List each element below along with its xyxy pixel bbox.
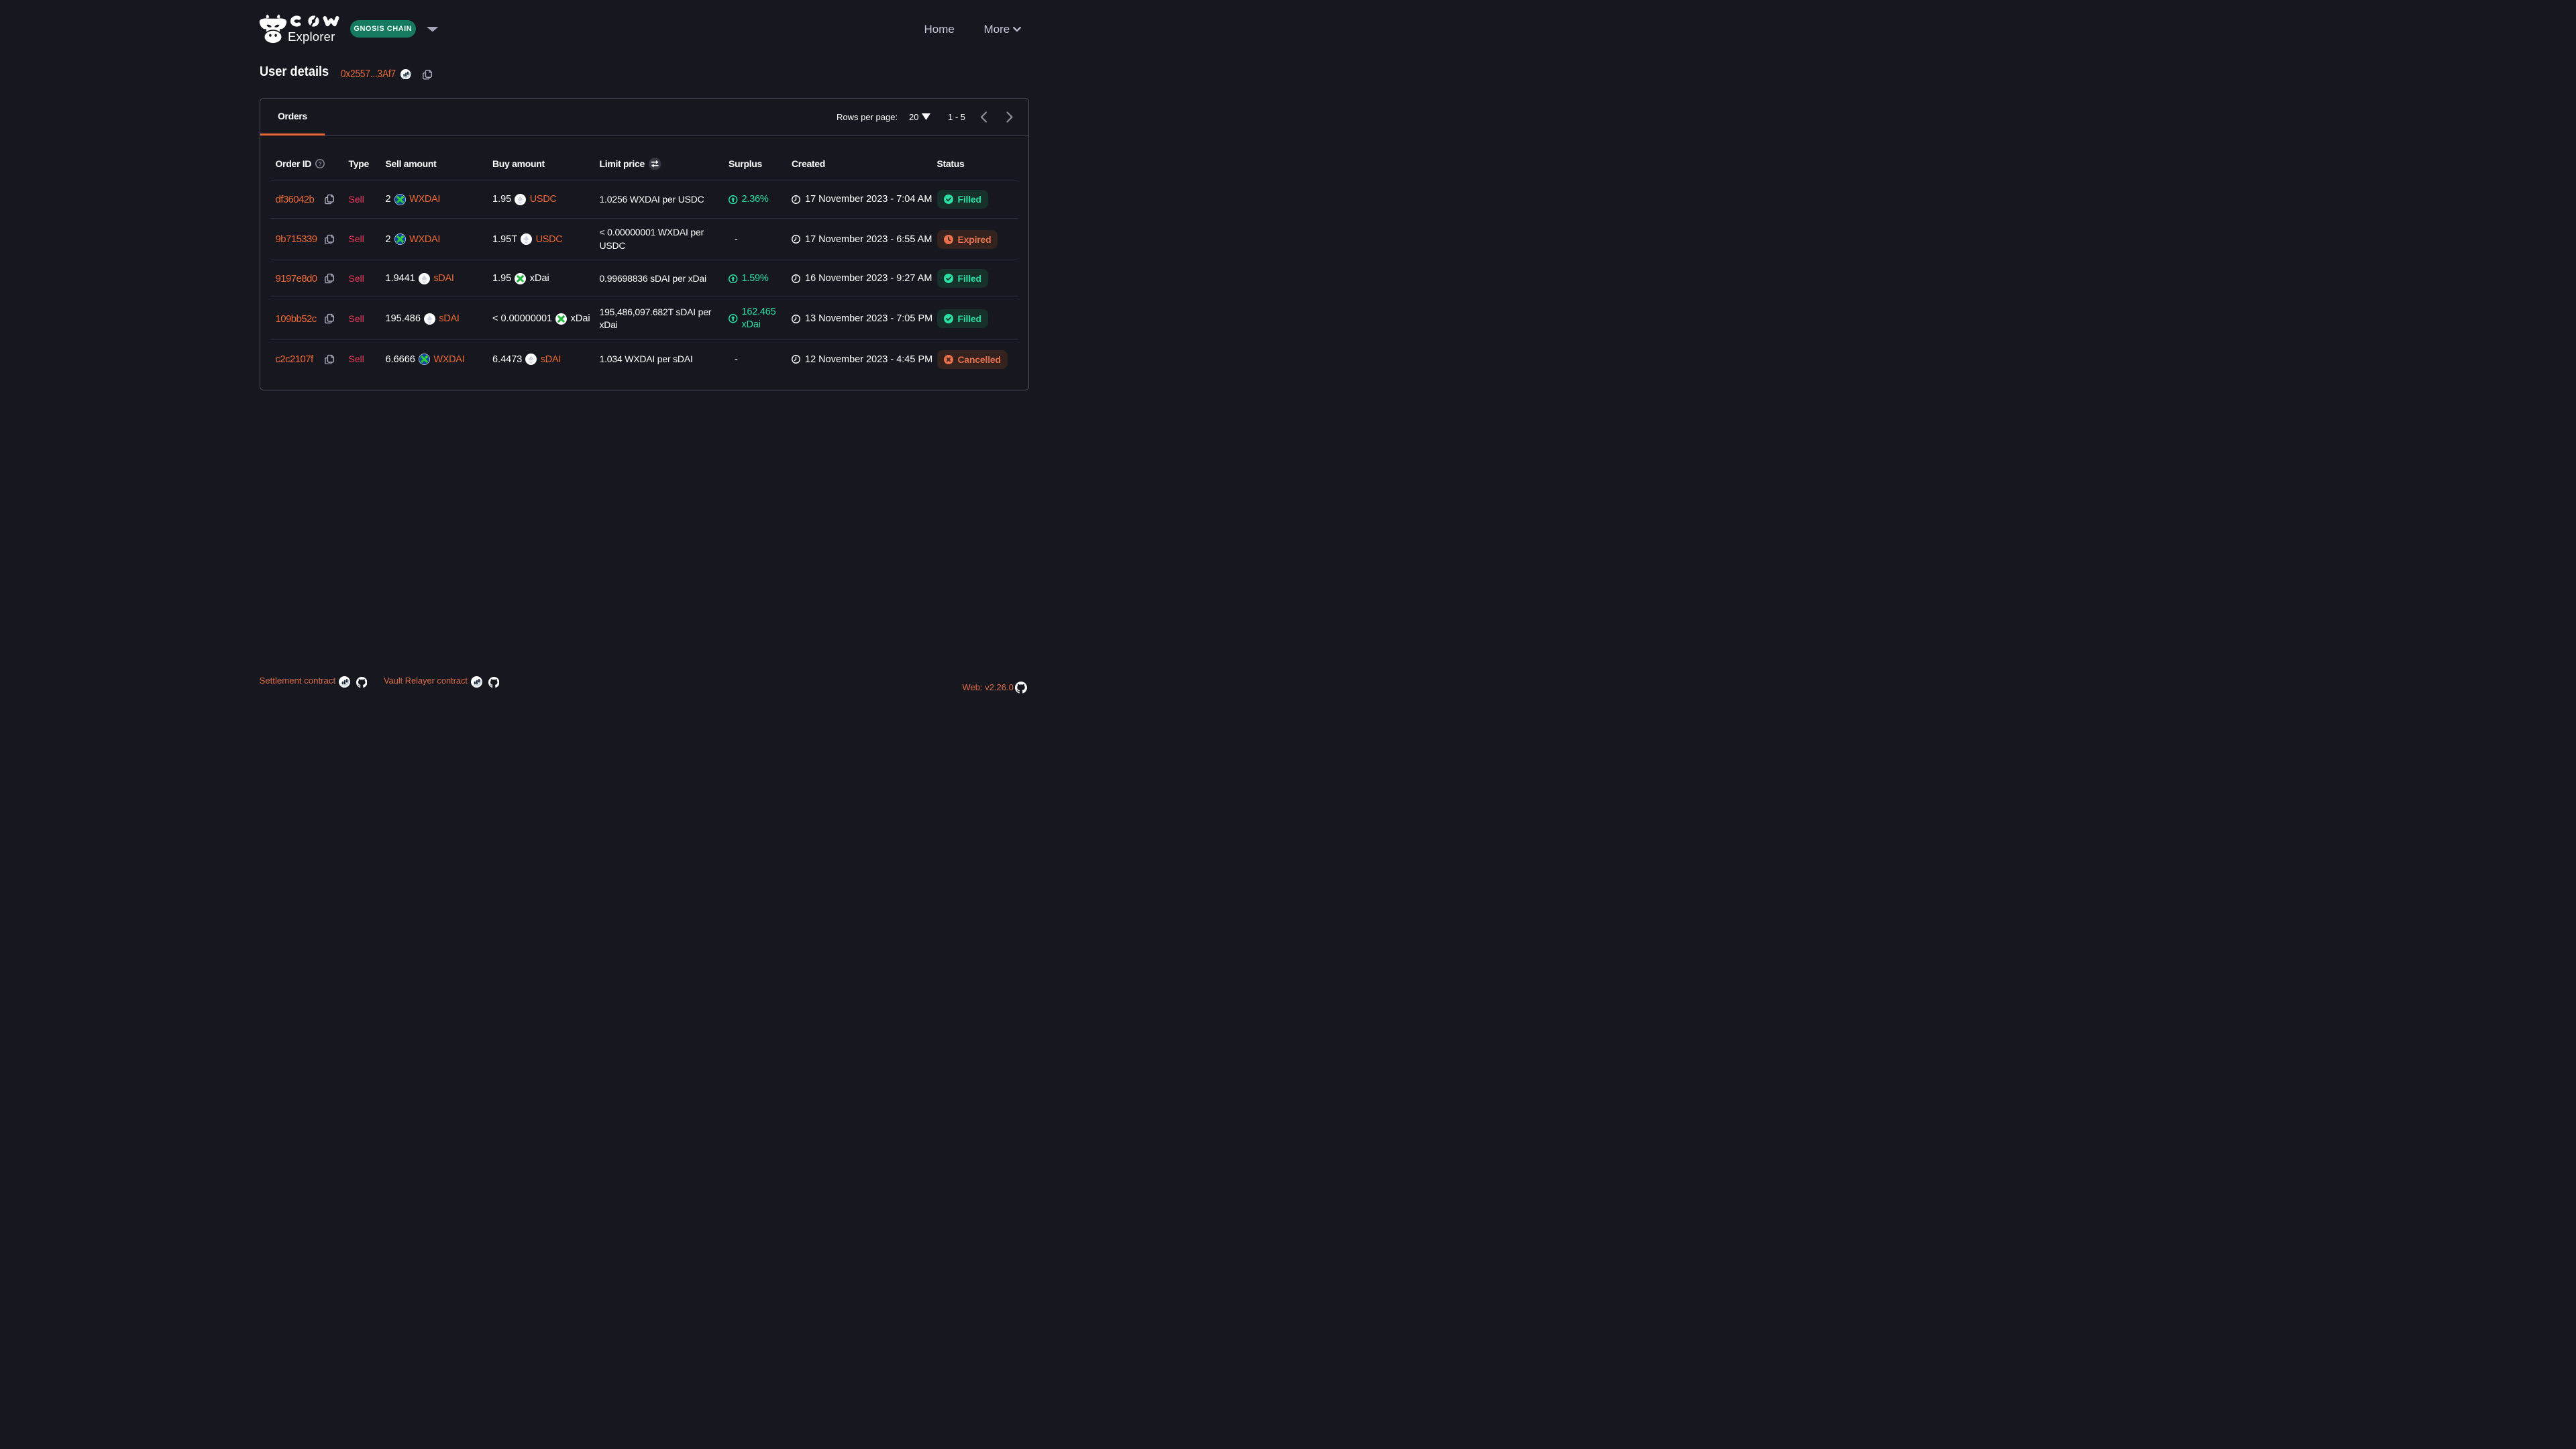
svg-text:?: ? [319,160,322,167]
